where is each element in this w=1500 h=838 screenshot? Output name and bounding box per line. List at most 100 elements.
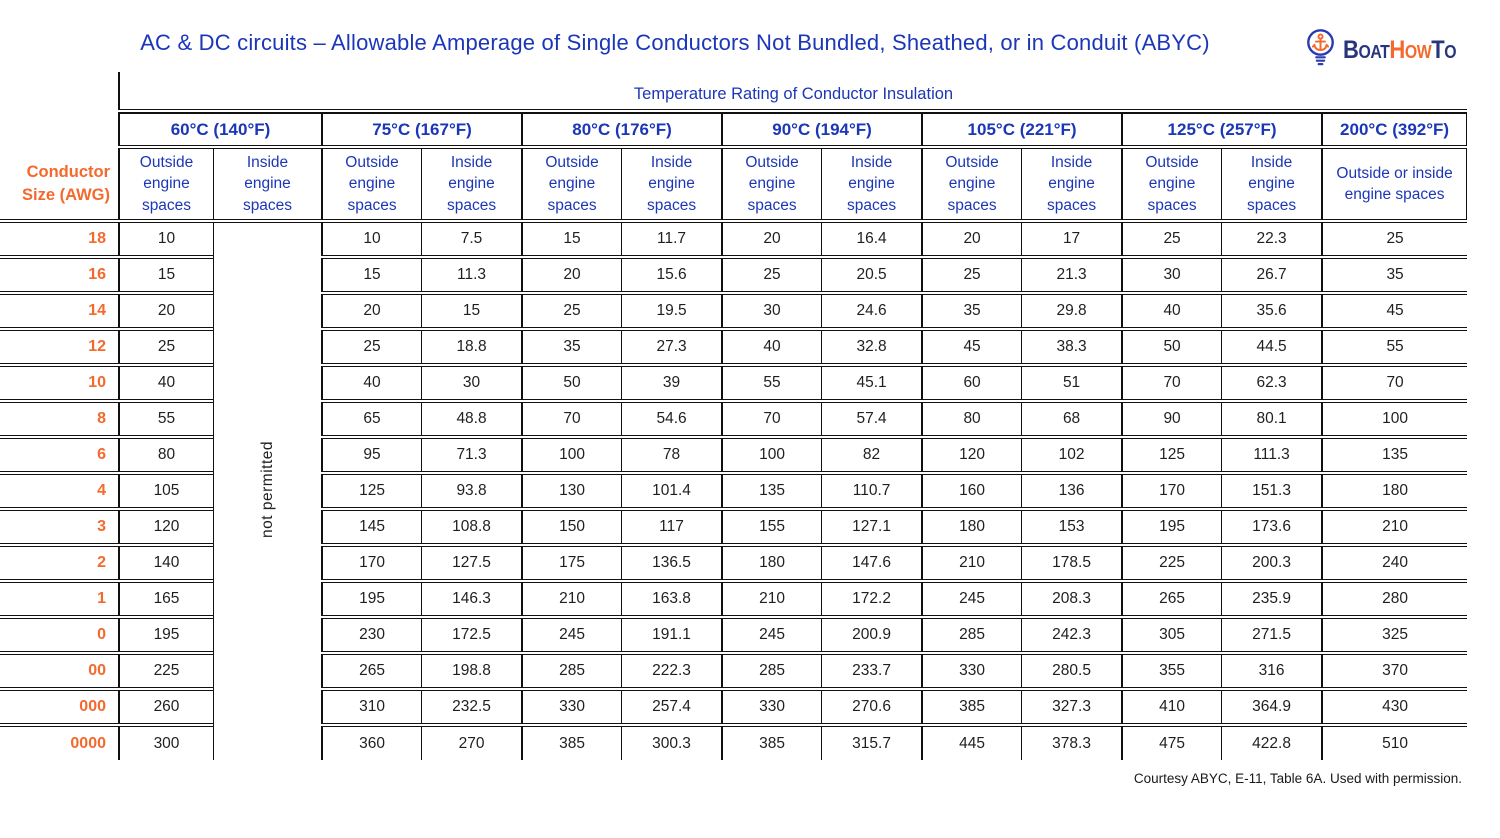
- amperage-cell: 445: [921, 726, 1022, 760]
- amperage-cell: 355: [1121, 654, 1222, 688]
- col-header-105-outside: Outside engine spaces: [921, 148, 1022, 220]
- awg-size-cell: 4: [0, 474, 118, 508]
- amperage-cell: 26.7: [1221, 258, 1322, 292]
- amperage-cell: 15: [118, 258, 213, 292]
- amperage-cell: 100: [721, 438, 822, 472]
- amperage-cell: 21.3: [1021, 258, 1122, 292]
- anchor-lightbulb-icon: [1303, 28, 1338, 73]
- table-row: 0000 300 360 270 385 300.3 385 315.7 445 378.3 475…: [0, 726, 1468, 760]
- amperage-cell: 210: [721, 582, 822, 616]
- amperage-cell: 15.6: [621, 258, 722, 292]
- col-header-75-outside: Outside engine spaces: [321, 148, 422, 220]
- amperage-cell: 30: [721, 294, 822, 328]
- amperage-cell: 15: [521, 222, 622, 256]
- amperage-cell: 225: [1121, 546, 1222, 580]
- amperage-cell: 315.7: [821, 726, 922, 760]
- table-row: 14 20 20 15 25 19.5 30 24.6 35 29.8 40 35.6 45: [0, 294, 1468, 328]
- amperage-cell: 111.3: [1221, 438, 1322, 472]
- col-header-60-outside: Outside engine spaces: [118, 148, 213, 220]
- amperage-cell: 25: [721, 258, 822, 292]
- amperage-cell: 271.5: [1221, 618, 1322, 652]
- amperage-cell: 191.1: [621, 618, 722, 652]
- table-row: 3 120 145 108.8 150 117 155 127.1 180 153 195 173.6…: [0, 510, 1468, 544]
- amperage-cell: 242.3: [1021, 618, 1122, 652]
- awg-size-cell: 00: [0, 654, 118, 688]
- amperage-cell: 170: [321, 546, 422, 580]
- amperage-cell: 151.3: [1221, 474, 1322, 508]
- temperature-header-row: 60°C (140°F) 75°C (167°F) 80°C (176°F) 9…: [0, 112, 1468, 146]
- table-row: 1 165 195 146.3 210 163.8 210 172.2 245 208.3 265 2…: [0, 582, 1468, 616]
- amperage-cell: 35: [1321, 258, 1468, 292]
- amperage-cell: 50: [1121, 330, 1222, 364]
- amperage-cell: 235.9: [1221, 582, 1322, 616]
- amperage-cell: 22.3: [1221, 222, 1322, 256]
- amperage-cell: 55: [721, 366, 822, 400]
- amperage-cell: 100: [1321, 402, 1468, 436]
- awg-size-cell: 8: [0, 402, 118, 436]
- amperage-cell: 25: [118, 330, 213, 364]
- amperage-cell: 35: [921, 294, 1022, 328]
- amperage-cell: 364.9: [1221, 690, 1322, 724]
- col-header-105-inside: Inside engine spaces: [1021, 148, 1122, 220]
- corner-blank-cell: [0, 112, 118, 146]
- amperage-cell: 370: [1321, 654, 1468, 688]
- amperage-cell: 410: [1121, 690, 1222, 724]
- amperage-cell: 80.1: [1221, 402, 1322, 436]
- amperage-cell: 300: [118, 726, 213, 760]
- temp-header-200c: 200°C (392°F): [1321, 112, 1468, 146]
- amperage-cell: 57.4: [821, 402, 922, 436]
- amperage-cell: 165: [118, 582, 213, 616]
- amperage-table: 60°C (140°F) 75°C (167°F) 80°C (176°F) 9…: [0, 110, 1468, 762]
- amperage-cell: 20: [921, 222, 1022, 256]
- amperage-cell: 93.8: [421, 474, 522, 508]
- table-head: 60°C (140°F) 75°C (167°F) 80°C (176°F) 9…: [0, 112, 1468, 220]
- table-row: 2 140 170 127.5 175 136.5 180 147.6 210 178.5 225 2…: [0, 546, 1468, 580]
- amperage-cell: 300.3: [621, 726, 722, 760]
- table-row: 16 15 15 11.3 20 15.6 25 20.5 25 21.3 30 26.7 35: [0, 258, 1468, 292]
- amperage-cell: 40: [321, 366, 422, 400]
- amperage-cell: 245: [521, 618, 622, 652]
- amperage-cell: 95: [321, 438, 422, 472]
- amperage-cell: 25: [921, 258, 1022, 292]
- table-caption: Courtesy ABYC, E-11, Table 6A. Used with…: [1133, 771, 1462, 786]
- amperage-cell: 208.3: [1021, 582, 1122, 616]
- amperage-cell: 135: [721, 474, 822, 508]
- amperage-cell: 25: [1321, 222, 1468, 256]
- col-header-200-both: Outside or inside engine spaces: [1321, 148, 1468, 220]
- amperage-cell: 146.3: [421, 582, 522, 616]
- temp-header-80c: 80°C (176°F): [521, 112, 722, 146]
- amperage-cell: 385: [921, 690, 1022, 724]
- amperage-cell: 20: [521, 258, 622, 292]
- amperage-cell: 62.3: [1221, 366, 1322, 400]
- amperage-cell: 48.8: [421, 402, 522, 436]
- amperage-cell: 240: [1321, 546, 1468, 580]
- amperage-cell: 40: [118, 366, 213, 400]
- awg-size-cell: 000: [0, 690, 118, 724]
- amperage-cell: 65: [321, 402, 422, 436]
- awg-size-cell: 2: [0, 546, 118, 580]
- temp-header-105c: 105°C (221°F): [921, 112, 1122, 146]
- amperage-cell: 245: [921, 582, 1022, 616]
- amperage-cell: 170: [1121, 474, 1222, 508]
- amperage-cell: 178.5: [1021, 546, 1122, 580]
- temp-header-75c: 75°C (167°F): [321, 112, 522, 146]
- col-header-75-inside: Inside engine spaces: [421, 148, 522, 220]
- amperage-cell: 55: [1321, 330, 1468, 364]
- awg-size-cell: 6: [0, 438, 118, 472]
- amperage-cell: 180: [721, 546, 822, 580]
- amperage-cell: 330: [721, 690, 822, 724]
- table-row: 18 10 not permitted 10 7.5 15 11.7 20 16.4 20 17 25…: [0, 222, 1468, 760]
- awg-size-cell: 16: [0, 258, 118, 292]
- awg-size-cell: 1: [0, 582, 118, 616]
- amperage-cell: 153: [1021, 510, 1122, 544]
- amperage-cell: 15: [321, 258, 422, 292]
- amperage-cell: 180: [1321, 474, 1468, 508]
- amperage-cell: 305: [1121, 618, 1222, 652]
- amperage-cell: 316: [1221, 654, 1322, 688]
- amperage-cell: 102: [1021, 438, 1122, 472]
- amperage-cell: 330: [921, 654, 1022, 688]
- table-row: 00 225 265 198.8 285 222.3 285 233.7 330 280.5 355…: [0, 654, 1468, 688]
- amperage-cell: 222.3: [621, 654, 722, 688]
- amperage-cell: 35.6: [1221, 294, 1322, 328]
- amperage-cell: 108.8: [421, 510, 522, 544]
